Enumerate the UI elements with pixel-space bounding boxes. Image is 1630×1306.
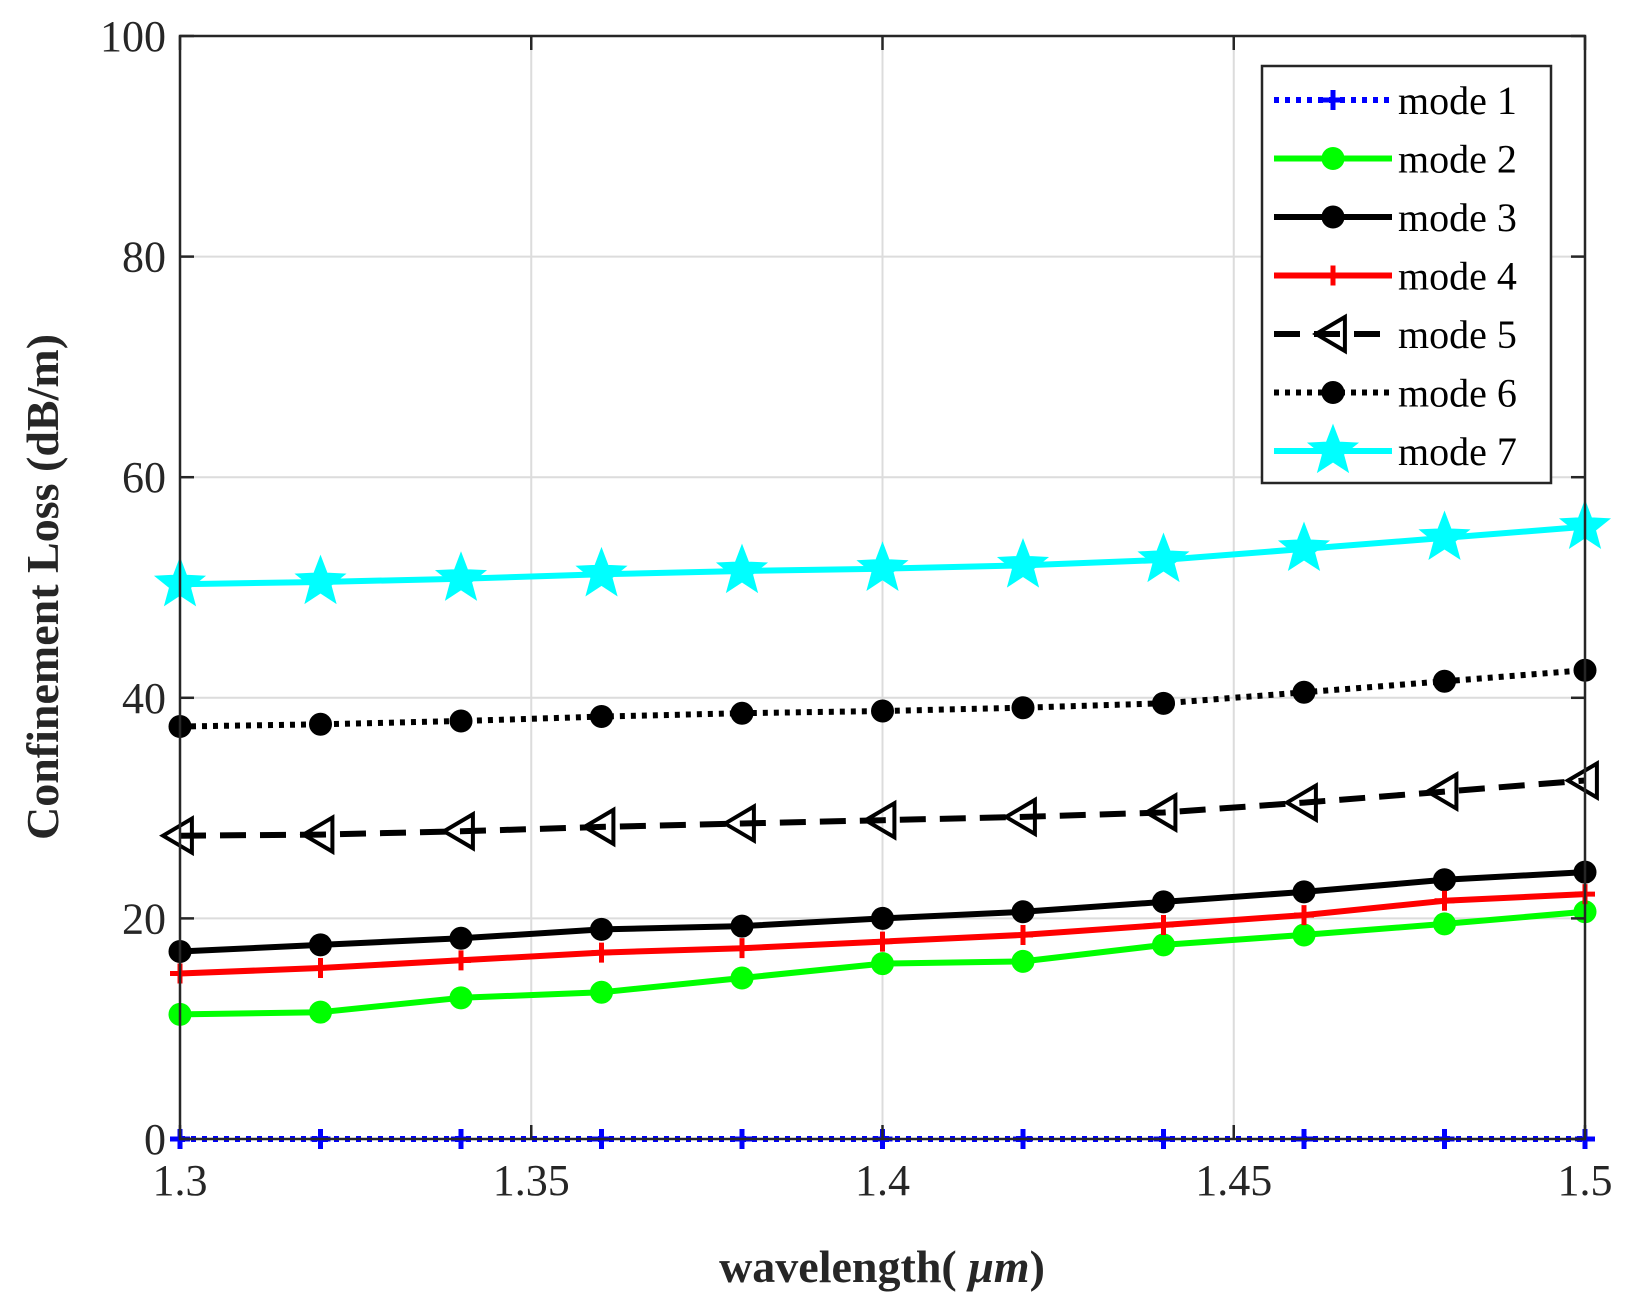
y-tick-label: 0	[144, 1115, 166, 1164]
data-point	[1277, 521, 1331, 572]
legend-marker	[1323, 265, 1343, 286]
data-point	[309, 933, 332, 957]
series-mode-5	[159, 760, 1599, 857]
data-point	[1152, 890, 1175, 914]
data-point	[872, 931, 893, 952]
data-point	[1292, 880, 1316, 904]
data-point	[575, 546, 628, 597]
legend: mode 1 mode 2 mode 3 mode 4 mode 5 mode 6 mode…	[1260, 64, 1553, 485]
data-point	[449, 926, 473, 950]
data-point	[434, 551, 488, 601]
data-point	[871, 952, 894, 976]
data-point	[591, 942, 612, 963]
data-point	[861, 799, 897, 841]
legend-item: mode 7	[1274, 423, 1517, 474]
data-point	[1423, 771, 1459, 813]
data-point	[730, 914, 754, 938]
x-tick-label: 1.35	[493, 1156, 570, 1205]
data-point	[159, 815, 194, 857]
data-point	[730, 966, 754, 990]
legend-marker	[1312, 313, 1347, 355]
data-point	[1418, 510, 1471, 561]
data-point	[449, 986, 473, 1010]
series-line	[179, 667, 1586, 730]
data-point	[1433, 912, 1456, 936]
x-tick-label: 1.3	[153, 1156, 208, 1205]
data-point	[580, 806, 616, 848]
data-point	[1152, 691, 1175, 715]
legend-marker	[1321, 147, 1345, 170]
data-point	[1283, 782, 1318, 824]
legend-item: mode 5	[1274, 312, 1517, 357]
data-point	[732, 938, 752, 959]
y-tick-label: 80	[122, 233, 166, 282]
x-tick-label: 1.4	[855, 1156, 910, 1205]
data-point	[1294, 905, 1314, 926]
legend-label: mode 6	[1398, 371, 1517, 416]
legend-label: mode 4	[1398, 254, 1517, 299]
data-point	[1433, 868, 1456, 892]
series-mode-3	[168, 860, 1597, 963]
data-point	[1011, 696, 1035, 720]
data-point	[871, 699, 894, 723]
legend-label: mode 2	[1398, 137, 1517, 182]
y-tick-label: 20	[122, 894, 166, 943]
series-line	[179, 777, 1586, 839]
legend-marker	[1306, 423, 1360, 474]
data-point	[440, 810, 475, 852]
legend-marker	[1321, 381, 1345, 404]
data-point	[451, 950, 471, 971]
data-point	[294, 554, 347, 605]
legend-marker	[1321, 205, 1345, 229]
legend-label: mode 5	[1398, 312, 1517, 357]
legend-item: mode 6	[1274, 371, 1517, 416]
data-point	[310, 958, 331, 979]
x-tick-label: 1.5	[1558, 1156, 1613, 1205]
legend-label: mode 1	[1398, 78, 1517, 123]
data-point	[715, 543, 769, 594]
data-point	[1152, 933, 1175, 957]
legend-label: mode 7	[1398, 429, 1517, 474]
data-point	[1137, 532, 1190, 583]
legend-item: mode 3	[1274, 195, 1517, 240]
y-tick-label: 40	[122, 674, 166, 723]
data-point	[1142, 792, 1178, 834]
data-point	[856, 541, 909, 591]
data-point	[309, 1000, 332, 1024]
data-point	[299, 814, 335, 856]
data-point	[1433, 669, 1456, 693]
data-point	[590, 705, 613, 729]
data-point	[721, 803, 756, 845]
legend-item: mode 1	[1274, 78, 1517, 123]
y-tick-label: 100	[100, 12, 166, 61]
x-tick-label: 1.45	[1195, 1156, 1272, 1205]
legend-label: mode 3	[1398, 195, 1517, 240]
data-point	[449, 709, 473, 733]
y-tick-label: 60	[122, 453, 166, 502]
ticks: 1.3 1.35 1.4 1.45 1.5 0 20 40 60 80 100	[100, 12, 1613, 1205]
data-point	[1011, 900, 1035, 924]
data-point	[1434, 890, 1455, 911]
data-point	[996, 537, 1050, 588]
axis-titles: wavelength( μm) Confinement Loss (dB/m)	[17, 334, 1045, 1292]
data-point	[1153, 915, 1174, 936]
legend-item: mode 2	[1274, 137, 1517, 182]
data-point	[309, 712, 332, 736]
data-point	[1013, 924, 1033, 945]
data-point	[871, 906, 894, 930]
x-axis-title: wavelength( μm)	[719, 1241, 1045, 1292]
data-point	[1292, 923, 1316, 947]
data-point	[1292, 680, 1316, 704]
legend-item: mode 4	[1274, 254, 1517, 299]
data-point	[1002, 796, 1037, 838]
data-point	[1564, 760, 1599, 802]
data-point	[730, 701, 754, 725]
y-axis-title: Confinement Loss (dB/m)	[17, 334, 68, 840]
data-point	[590, 917, 613, 941]
data-point	[1011, 949, 1035, 973]
legend-marker	[1323, 90, 1343, 110]
data-point	[590, 980, 613, 1004]
